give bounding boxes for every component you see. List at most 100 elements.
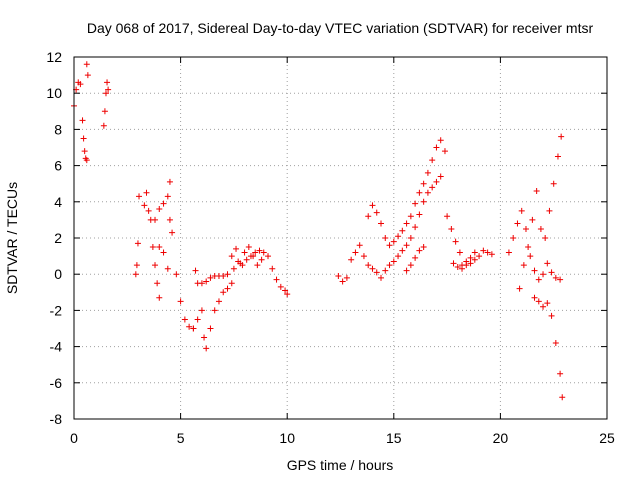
data-point <box>194 316 201 323</box>
series-arc-2 <box>83 61 91 79</box>
series-arc-5 <box>141 189 163 301</box>
data-point <box>169 229 176 236</box>
data-point <box>166 178 173 185</box>
series-arc-12 <box>335 173 444 285</box>
data-point <box>429 157 436 164</box>
data-point <box>269 265 276 272</box>
data-point <box>529 216 536 223</box>
data-point <box>152 262 159 269</box>
y-tick-label: 2 <box>54 230 62 246</box>
data-point <box>201 334 208 341</box>
data-point <box>488 251 495 258</box>
data-point <box>369 265 376 272</box>
data-point <box>544 260 551 267</box>
data-point <box>441 148 448 155</box>
x-tick-label: 25 <box>599 430 615 446</box>
data-point <box>395 233 402 240</box>
y-tick-label: 12 <box>46 49 62 65</box>
series-arc-4 <box>132 193 143 278</box>
data-point <box>156 206 163 213</box>
data-point <box>215 298 222 305</box>
data-point <box>164 265 171 272</box>
data-point <box>101 108 108 115</box>
data-point <box>245 244 252 251</box>
data-point <box>463 262 470 269</box>
data-point <box>444 213 451 220</box>
y-tick-label: 0 <box>54 266 62 282</box>
data-point <box>166 216 173 223</box>
x-tick-label: 0 <box>70 430 78 446</box>
data-point <box>557 276 564 283</box>
data-point <box>233 245 240 252</box>
data-point <box>277 283 284 290</box>
data-point <box>265 253 272 260</box>
data-point <box>416 211 423 218</box>
data-point <box>412 224 419 231</box>
data-point <box>412 254 419 261</box>
data-point <box>220 273 227 280</box>
data-point <box>420 180 427 187</box>
data-point <box>160 249 167 256</box>
data-point <box>369 202 376 209</box>
series-arc-6 <box>152 178 173 223</box>
data-point <box>480 247 487 254</box>
data-point <box>335 273 342 280</box>
y-tick-label: 8 <box>54 121 62 137</box>
data-point <box>156 244 163 251</box>
data-point <box>437 137 444 144</box>
data-point <box>352 249 359 256</box>
data-point <box>416 189 423 196</box>
data-point <box>203 345 210 352</box>
grid-lines <box>74 57 607 419</box>
data-point <box>407 235 414 241</box>
data-point <box>356 242 363 249</box>
data-point <box>544 300 551 307</box>
data-point <box>537 225 544 232</box>
series-arc-10 <box>224 244 265 278</box>
data-point <box>190 325 197 332</box>
data-point <box>235 258 242 265</box>
data-point <box>467 254 474 261</box>
data-point <box>452 238 459 245</box>
y-axis-label: SDTVAR / TECUs <box>4 182 20 294</box>
data-point <box>471 256 478 263</box>
y-axis-tick-labels: -8 -6 -4 -2 0 2 4 6 8 10 12 <box>46 49 62 427</box>
data-point <box>424 169 431 176</box>
series-arc-19 <box>531 294 566 401</box>
data-point <box>177 298 184 305</box>
data-point <box>429 184 436 191</box>
data-point <box>471 249 478 256</box>
data-point <box>420 198 427 205</box>
series-arc-11 <box>230 247 291 298</box>
data-point <box>527 253 534 260</box>
x-axis-tick-labels: 0 5 10 15 20 25 <box>70 430 615 446</box>
data-point <box>378 220 385 227</box>
data-point <box>198 280 205 287</box>
data-point <box>143 189 150 196</box>
data-point <box>181 316 188 323</box>
data-point <box>395 253 402 260</box>
data-point <box>399 247 406 254</box>
data-points <box>71 61 566 401</box>
data-point <box>516 285 523 292</box>
series-arc-13 <box>365 137 448 249</box>
data-point <box>207 325 214 332</box>
data-point <box>386 242 393 249</box>
data-point <box>141 202 148 209</box>
data-point <box>343 274 350 281</box>
data-point <box>241 249 248 256</box>
data-point <box>378 274 385 281</box>
data-point <box>542 235 549 241</box>
data-point <box>348 256 355 263</box>
data-point <box>224 271 231 278</box>
data-point <box>433 178 440 185</box>
data-point <box>173 271 180 278</box>
y-tick-label: 10 <box>46 85 62 101</box>
series-arc-8 <box>192 267 227 287</box>
series-arc-3 <box>100 79 112 129</box>
data-point <box>467 260 474 267</box>
data-point <box>386 262 393 269</box>
data-point <box>228 253 235 260</box>
data-point <box>484 249 491 256</box>
data-point <box>382 267 389 274</box>
